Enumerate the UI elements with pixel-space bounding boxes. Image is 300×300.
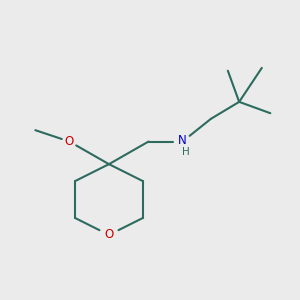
Text: H: H bbox=[182, 147, 189, 157]
Text: N: N bbox=[178, 134, 187, 147]
Text: O: O bbox=[65, 135, 74, 148]
Text: O: O bbox=[104, 228, 114, 242]
